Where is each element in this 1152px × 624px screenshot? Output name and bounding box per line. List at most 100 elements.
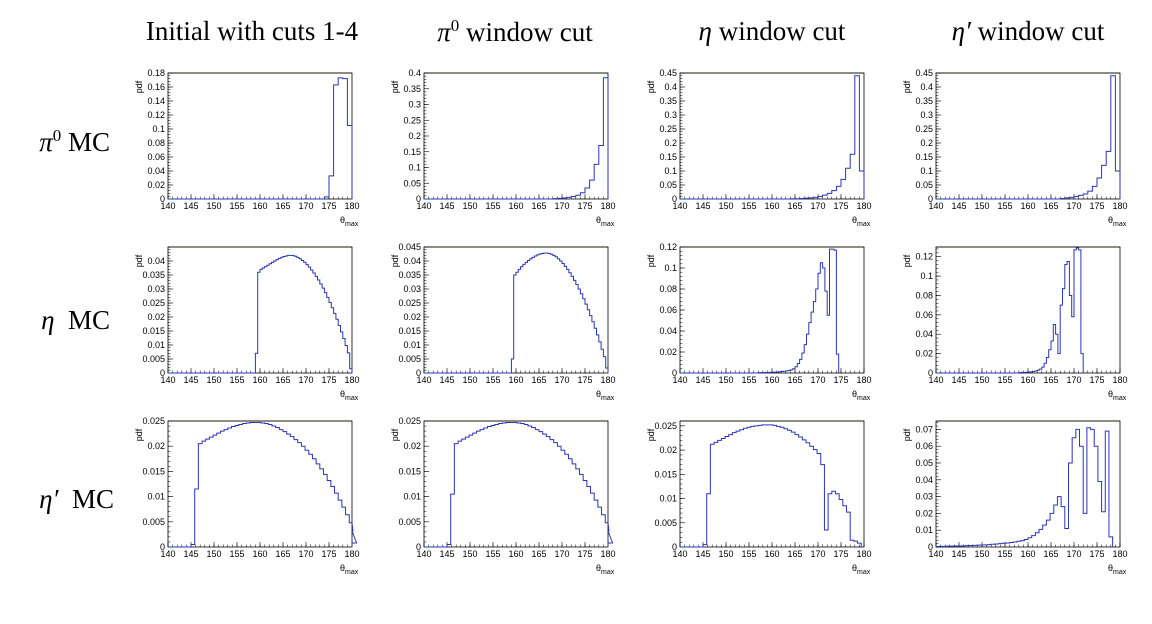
column-header-text: window cut	[970, 16, 1105, 46]
y-tick-label: 0	[160, 368, 165, 378]
y-tick-label: 0.16	[147, 82, 165, 92]
x-tick-label: 180	[344, 201, 359, 211]
x-axis-label-subscript: max	[345, 221, 359, 228]
y-tick-label: 0.04	[915, 475, 933, 485]
histogram-svg: 0 0.005 0.01 0.015 0.02 0.025 140 145 150 155 160 1…	[646, 420, 872, 576]
x-tick-label: 145	[439, 375, 454, 385]
x-tick-label: 170	[298, 549, 313, 559]
x-tick-label: 170	[1066, 375, 1081, 385]
x-axis-label: θmax	[1108, 215, 1127, 228]
plot-frame	[167, 420, 353, 548]
x-tick-label: 165	[531, 375, 546, 385]
x-tick-label: 150	[462, 375, 477, 385]
y-tick-label: 0.08	[147, 138, 165, 148]
y-tick-label: 0.015	[398, 466, 421, 476]
column-header-pi0-window: π0 window cut	[385, 16, 645, 48]
x-axis-label-theta: θ	[596, 215, 601, 225]
y-tick-label: 0.025	[142, 416, 165, 426]
y-axis-label: pdf	[646, 80, 656, 93]
y-tick-label: 0.01	[659, 494, 677, 504]
y-tick-label: 0.025	[142, 298, 165, 308]
x-tick-label: 175	[1089, 549, 1104, 559]
y-tick-label: 0.15	[659, 152, 677, 162]
x-tick-label: 170	[554, 201, 569, 211]
y-tick-label: 0.005	[398, 517, 421, 527]
x-axis-label-theta: θ	[1108, 389, 1113, 399]
plot-frame	[423, 420, 609, 548]
x-axis-label-theta: θ	[852, 389, 857, 399]
x-tick-label: 165	[787, 201, 802, 211]
x-tick-label: 150	[718, 201, 733, 211]
x-tick-label: 145	[951, 549, 966, 559]
y-tick-label: 0	[672, 194, 677, 204]
y-tick-label: 0.1	[664, 166, 677, 176]
x-axis-label-subscript: max	[601, 221, 615, 228]
symbol: π	[39, 127, 53, 157]
histogram-line	[424, 77, 609, 200]
x-tick-label: 180	[1112, 375, 1127, 385]
x-tick-label: 175	[321, 375, 336, 385]
x-axis-label-subscript: max	[601, 395, 615, 402]
x-tick-label: 140	[928, 375, 943, 385]
y-tick-label: 0	[160, 542, 165, 552]
histogram-svg: 0 0.01 0.02 0.03 0.04 0.05 0.06 0.07 140 145 150 15…	[902, 420, 1128, 576]
histogram-svg: 0 0.05 0.1 0.15 0.2 0.25 0.3 0.35 0.4 140 145 150 15…	[390, 68, 616, 228]
y-tick-label: 0.015	[654, 469, 677, 479]
x-axis-label: θmax	[852, 563, 871, 576]
row-header-etaprime-mc: η′ MC	[4, 484, 114, 515]
x-tick-label: 165	[531, 201, 546, 211]
y-tick-label: 0	[928, 194, 933, 204]
row-header-pi0-mc: π0 MC	[0, 126, 110, 158]
y-axis-label: pdf	[902, 80, 912, 93]
y-tick-label: 0.35	[659, 96, 677, 106]
x-tick-label: 150	[974, 549, 989, 559]
x-tick-label: 140	[672, 549, 687, 559]
y-tick-label: 0.35	[915, 96, 933, 106]
x-tick-label: 165	[1043, 549, 1058, 559]
y-tick-label: 0.14	[147, 96, 165, 106]
x-axis-label-theta: θ	[852, 563, 857, 573]
superscript: 0	[52, 126, 62, 145]
histogram-line	[680, 75, 865, 200]
x-tick-label: 160	[764, 375, 779, 385]
x-tick-label: 150	[718, 375, 733, 385]
x-tick-label: 160	[764, 549, 779, 559]
x-tick-label: 175	[833, 201, 848, 211]
x-tick-label: 155	[741, 201, 756, 211]
y-tick-label: 0.02	[915, 349, 933, 359]
y-tick-label: 0.02	[659, 445, 677, 455]
x-axis-label-subscript: max	[345, 569, 359, 576]
histogram-panel: 0 0.005 0.01 0.015 0.02 0.025 140 145 150 155 160 1…	[386, 406, 616, 576]
x-tick-label: 170	[298, 375, 313, 385]
x-tick-label: 160	[764, 201, 779, 211]
y-tick-label: 0.03	[147, 284, 165, 294]
x-tick-label: 150	[974, 201, 989, 211]
x-axis-label: θmax	[852, 389, 871, 402]
y-tick-label: 0.4	[408, 68, 421, 78]
x-tick-label: 150	[206, 201, 221, 211]
row-header-text: MC	[58, 484, 114, 514]
x-axis-label-theta: θ	[1108, 563, 1113, 573]
y-tick-label: 0.02	[659, 347, 677, 357]
plot-frame	[423, 246, 609, 374]
y-tick-label: 0	[672, 542, 677, 552]
y-tick-label: 0.015	[142, 466, 165, 476]
x-tick-label: 145	[439, 201, 454, 211]
x-tick-label: 155	[741, 375, 756, 385]
x-axis-label-theta: θ	[852, 215, 857, 225]
x-tick-label: 150	[206, 375, 221, 385]
y-tick-label: 0.2	[408, 131, 421, 141]
y-tick-label: 0.1	[408, 163, 421, 173]
plot-frame	[679, 420, 865, 548]
x-axis-label-theta: θ	[340, 389, 345, 399]
x-axis-label-subscript: max	[1113, 221, 1127, 228]
y-tick-label: 0.3	[408, 100, 421, 110]
column-header-text: Initial with cuts 1-4	[145, 16, 359, 46]
y-tick-label: 0.02	[147, 180, 165, 190]
x-tick-label: 165	[1043, 375, 1058, 385]
histogram-line	[168, 254, 353, 374]
x-axis-label: θmax	[852, 215, 871, 228]
x-axis-label: θmax	[340, 389, 359, 402]
y-tick-label: 0.05	[915, 458, 933, 468]
x-axis-label-subscript: max	[1113, 569, 1127, 576]
